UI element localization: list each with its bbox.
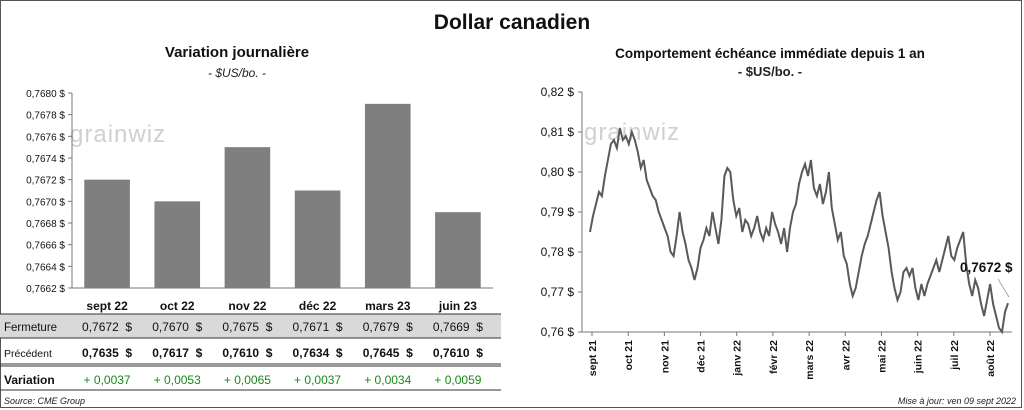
bar (435, 212, 481, 288)
bar-chart: 0,7662 $ 0,7664 $ 0,7666 $ 0,7668 $ 0,7670 $… (26, 89, 493, 313)
line-x-ticks: sept 21 oct 21 nov 21 déc 21 janv 22 févr 22 m… (587, 332, 997, 380)
bar-y-tick-label: 0,7664 $ (26, 262, 65, 273)
line-y-ticks: 0,76 $ 0,77 $ 0,78 $ 0,79 $ 0,80 $ 0,81 $ 0,82… (541, 85, 582, 339)
table-cell: 0,7635 $ (82, 346, 132, 360)
bar-y-ticks: 0,7662 $ 0,7664 $ 0,7666 $ 0,7668 $ 0,7670 $… (26, 89, 72, 295)
bar-category-label: juin 23 (438, 299, 477, 313)
line-x-tick-label: mars 22 (804, 340, 816, 380)
table-cell: 0,7671 $ (293, 320, 343, 334)
bar (364, 103, 411, 288)
bar-y-tick-label: 0,7666 $ (26, 241, 65, 252)
table-cell: + 0,0053 (154, 373, 201, 387)
line-y-tick-label: 0,78 $ (541, 245, 575, 259)
left-chart-title: Variation journalière (164, 44, 310, 61)
table-cell: 0,7610 $ (433, 346, 483, 360)
right-chart-title: Comportement échéance immédiate depuis 1… (615, 46, 925, 61)
line-y-tick-label: 0,76 $ (541, 325, 575, 339)
line-x-tick-label: mai 22 (876, 340, 888, 373)
line-x-tick-label: oct 21 (623, 340, 635, 371)
table-cell: 0,7675 $ (222, 320, 272, 334)
bars (84, 103, 481, 288)
line-y-tick-label: 0,80 $ (541, 165, 575, 179)
line-x-tick-label: févr 22 (768, 340, 780, 374)
table-cell: + 0,0065 (224, 373, 271, 387)
bar (84, 179, 130, 288)
bar-y-tick-label: 0,7678 $ (26, 111, 65, 122)
bar (294, 190, 341, 288)
bar-y-tick-label: 0,7676 $ (26, 132, 65, 143)
line-y-tick-label: 0,81 $ (541, 125, 575, 139)
table-row-label: Variation (4, 373, 55, 387)
line-x-tick-label: déc 21 (696, 340, 708, 373)
main-title: Dollar canadien (433, 11, 591, 34)
last-value-annotation: 0,7672 $ (960, 260, 1013, 275)
line-y-tick-label: 0,79 $ (541, 205, 575, 219)
bar-category-label: oct 22 (160, 299, 195, 313)
bar-y-tick-label: 0,7662 $ (26, 284, 65, 295)
bar-category-label: sept 22 (86, 299, 128, 313)
table-cell: + 0,0034 (364, 373, 411, 387)
line-x-tick-label: juil 22 (949, 340, 961, 371)
line-y-tick-label: 0,77 $ (541, 285, 575, 299)
bar-y-tick-label: 0,7674 $ (26, 154, 65, 165)
table-cell: 0,7610 $ (222, 346, 272, 360)
bar-category-label: déc 22 (299, 299, 337, 313)
table-cell: 0,7669 $ (433, 320, 483, 334)
table-cell: 0,7672 $ (82, 320, 132, 334)
table-cell: + 0,0059 (434, 373, 481, 387)
table-cell: 0,7670 $ (152, 320, 202, 334)
update-note: Mise à jour: ven 09 sept 2022 (898, 396, 1016, 406)
bar-y-tick-label: 0,7672 $ (26, 176, 65, 187)
table-cell: 0,7679 $ (363, 320, 413, 334)
right-chart-unit: - $US/bo. - (737, 64, 803, 79)
logos: grainwiz grainwiz (70, 119, 679, 148)
series-line (589, 127, 1009, 335)
bar (154, 201, 201, 288)
line-x-tick-label: janv 22 (732, 340, 744, 377)
line-x-tick-label: sept 21 (587, 340, 599, 376)
source-note: Source: CME Group (4, 396, 85, 406)
line-x-tick-label: nov 21 (659, 340, 671, 373)
line-x-tick-label: avr 22 (840, 340, 852, 371)
table-cell: 0,7645 $ (363, 346, 413, 360)
left-chart-unit: - $US/bo. - (207, 66, 267, 80)
bar-x-labels: sept 22 oct 22 nov 22 déc 22 mars 23 juin 23 (86, 299, 477, 313)
line-y-tick-label: 0,82 $ (541, 85, 575, 99)
bar-y-tick-label: 0,7668 $ (26, 219, 65, 230)
annotation-leader (997, 278, 1010, 298)
table-cell: 0,7634 $ (293, 346, 343, 360)
grainwiz-logo-left: grainwiz (70, 121, 166, 148)
table-cell: + 0,0037 (84, 373, 131, 387)
fermeture-row-bg (0, 314, 501, 338)
table-row-label: Précédent (4, 348, 52, 360)
data-table: Fermeture 0,7672 $ 0,7670 $ 0,7675 $ 0,7671 … (0, 313, 501, 391)
line-chart: 0,76 $ 0,77 $ 0,78 $ 0,79 $ 0,80 $ 0,81 $ 0,82… (541, 85, 1013, 380)
table-row-label: Fermeture (4, 322, 57, 334)
bar-y-tick-label: 0,7670 $ (26, 197, 65, 208)
table-cell: + 0,0037 (294, 373, 341, 387)
bar-y-tick-label: 0,7680 $ (26, 89, 65, 100)
table-cell: 0,7617 $ (152, 346, 202, 360)
line-x-tick-label: août 22 (985, 340, 997, 377)
bar-category-label: mars 23 (365, 299, 411, 313)
line-x-tick-label: juin 22 (913, 340, 925, 374)
bar-category-label: nov 22 (228, 299, 266, 313)
table-cells: Fermeture 0,7672 $ 0,7670 $ 0,7675 $ 0,7671 … (4, 320, 483, 387)
bar (224, 147, 271, 288)
